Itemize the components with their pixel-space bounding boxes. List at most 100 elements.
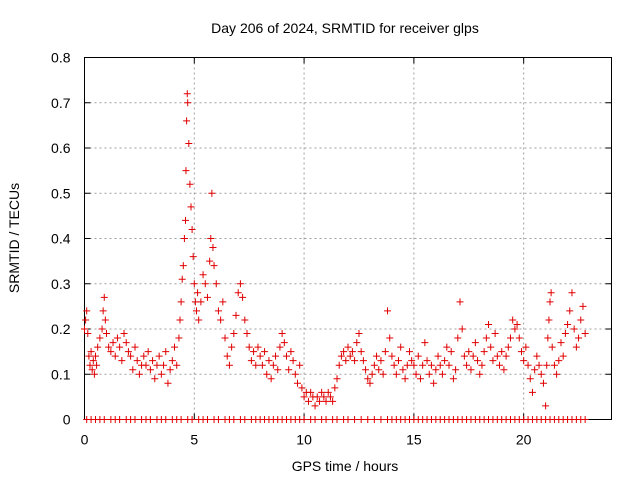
data-point <box>87 348 95 356</box>
data-point <box>175 334 183 342</box>
data-point <box>149 357 157 365</box>
data-point <box>258 361 266 369</box>
data-point <box>296 361 304 369</box>
data-point <box>346 352 354 360</box>
data-point <box>304 397 312 405</box>
zero-points <box>83 416 589 423</box>
zero-point <box>364 416 372 423</box>
data-point <box>250 348 258 356</box>
data-point <box>171 343 179 351</box>
data-point <box>547 289 555 297</box>
data-points <box>81 90 589 410</box>
zero-point <box>162 416 170 423</box>
data-point <box>447 348 455 356</box>
data-point <box>379 370 387 378</box>
x-tick-label: 10 <box>296 432 312 448</box>
data-point <box>434 352 442 360</box>
y-tick-label: 0.1 <box>51 366 71 382</box>
data-point <box>342 357 350 365</box>
data-point <box>116 343 124 351</box>
data-point <box>209 244 217 252</box>
data-point <box>315 397 323 405</box>
data-point <box>140 352 148 360</box>
data-point <box>133 357 141 365</box>
data-point <box>575 334 583 342</box>
data-point <box>456 298 464 306</box>
data-point <box>526 375 534 383</box>
data-point <box>487 343 495 351</box>
data-point <box>566 307 574 315</box>
data-point <box>355 330 363 338</box>
data-point <box>502 352 510 360</box>
data-point <box>187 203 195 211</box>
y-tick-label: 0 <box>63 412 71 428</box>
data-point <box>256 352 264 360</box>
data-point <box>109 339 117 347</box>
data-point <box>298 384 306 392</box>
zero-point <box>177 416 185 423</box>
zero-point <box>131 416 139 423</box>
y-tick-label: 0.6 <box>51 140 71 156</box>
data-point <box>513 320 521 328</box>
data-point <box>96 334 104 342</box>
data-point <box>201 280 209 288</box>
data-point <box>182 167 190 175</box>
data-point <box>99 307 107 315</box>
data-point <box>118 357 126 365</box>
data-point <box>476 370 484 378</box>
data-point <box>228 343 236 351</box>
data-point <box>166 366 174 374</box>
data-point <box>179 262 187 270</box>
zero-point <box>203 416 211 423</box>
data-point <box>83 307 91 315</box>
data-point <box>579 302 587 310</box>
data-point <box>493 352 501 360</box>
data-point <box>555 357 563 365</box>
data-point <box>401 375 409 383</box>
data-point <box>430 379 438 387</box>
data-point <box>101 316 109 324</box>
data-point <box>194 289 202 297</box>
data-point <box>377 357 385 365</box>
data-point <box>557 339 565 347</box>
zero-point <box>230 416 238 423</box>
data-point <box>463 361 471 369</box>
data-point <box>254 343 262 351</box>
data-point <box>223 352 231 360</box>
data-point <box>405 348 413 356</box>
data-point <box>425 370 433 378</box>
data-point <box>522 343 530 351</box>
data-point <box>289 357 297 365</box>
zero-point <box>116 416 124 423</box>
data-point <box>550 361 558 369</box>
data-point <box>89 357 97 365</box>
x-axis-label: GPS time / hours <box>292 458 399 474</box>
data-point <box>543 361 551 369</box>
data-point <box>135 370 143 378</box>
data-point <box>322 397 330 405</box>
data-point <box>498 348 506 356</box>
data-point <box>368 370 376 378</box>
data-point <box>427 361 435 369</box>
data-point <box>386 334 394 342</box>
data-point <box>517 348 525 356</box>
zero-point <box>214 416 222 423</box>
data-point <box>436 361 444 369</box>
data-point <box>168 357 176 365</box>
data-point <box>537 370 545 378</box>
data-point <box>528 388 536 396</box>
zero-point <box>370 416 378 423</box>
data-point <box>263 370 271 378</box>
data-point <box>366 379 374 387</box>
data-point <box>287 348 295 356</box>
data-point <box>122 339 130 347</box>
data-point <box>185 139 193 147</box>
data-point <box>265 357 273 365</box>
data-point <box>90 370 98 378</box>
data-point <box>581 330 589 338</box>
data-point <box>438 370 446 378</box>
data-point <box>465 348 473 356</box>
data-point <box>344 343 352 351</box>
data-point <box>293 379 301 387</box>
data-point <box>151 375 159 383</box>
